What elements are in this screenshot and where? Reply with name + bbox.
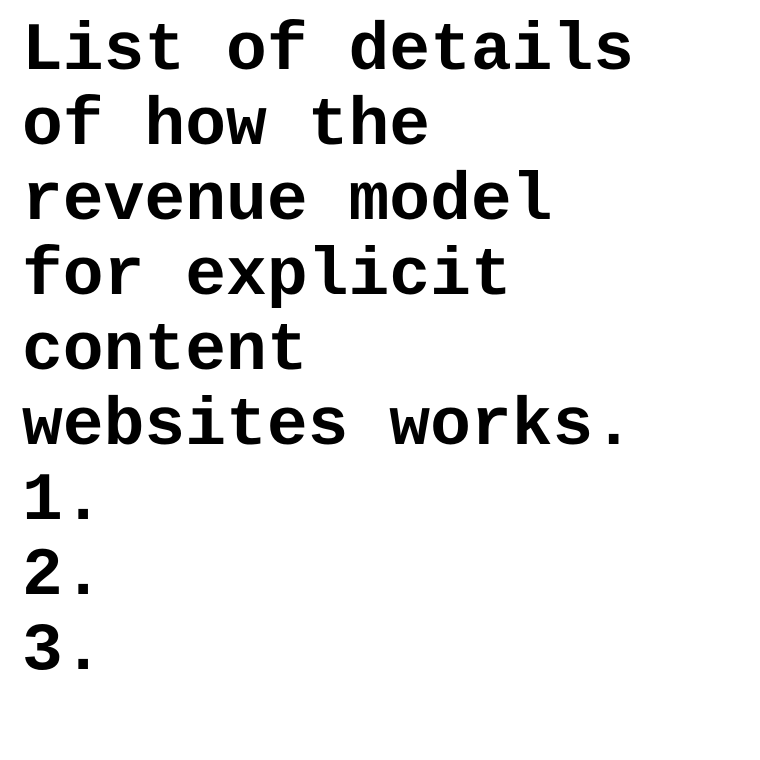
list-item: 3. bbox=[22, 613, 104, 690]
document-heading: List of details of how the revenue model… bbox=[22, 14, 752, 464]
heading-line: of how the bbox=[22, 88, 431, 165]
list-item: 2. bbox=[22, 538, 104, 615]
heading-line: revenue model bbox=[22, 163, 553, 240]
heading-line: content bbox=[22, 313, 308, 390]
list-item: 1. bbox=[22, 463, 104, 540]
heading-line: for explicit bbox=[22, 238, 512, 315]
heading-line: websites works. bbox=[22, 388, 635, 465]
document-body: List of details of how the revenue model… bbox=[22, 14, 752, 689]
heading-line: List of details bbox=[22, 13, 635, 90]
numbered-list: 1. 2. 3. bbox=[22, 464, 752, 689]
